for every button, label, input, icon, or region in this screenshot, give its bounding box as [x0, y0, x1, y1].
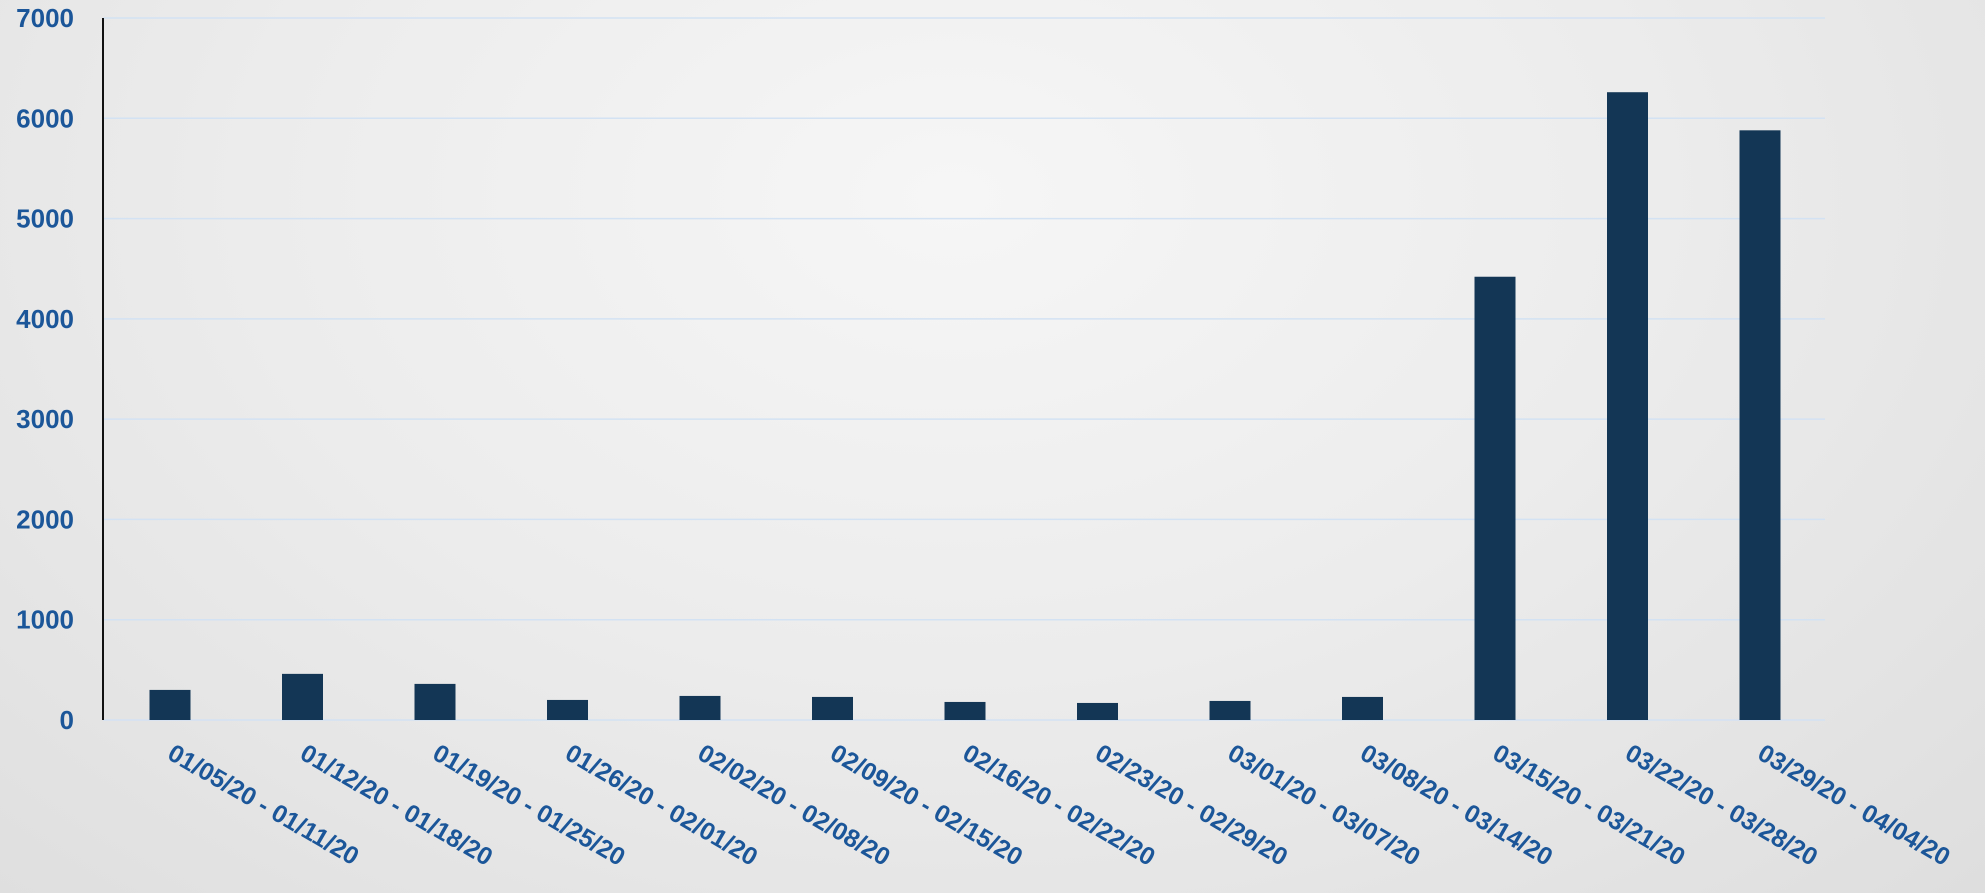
y-tick-label: 1000 [16, 605, 74, 635]
bar [1739, 130, 1781, 720]
bar [1077, 702, 1118, 720]
y-tick-label: 3000 [16, 404, 74, 434]
bar [1474, 276, 1516, 720]
bar [1342, 696, 1383, 720]
y-tick-label: 4000 [16, 304, 74, 334]
bar [944, 701, 986, 720]
y-tick-label: 2000 [16, 504, 74, 534]
y-tick-label: 7000 [16, 3, 74, 33]
y-tick-label: 5000 [16, 204, 74, 234]
y-axis-tick-labels: 0 1000 2000 3000 4000 5000 6000 7000 [16, 3, 74, 735]
bar [679, 695, 721, 720]
bar [282, 673, 323, 720]
bar [812, 696, 853, 720]
bar [547, 699, 588, 720]
y-tick-label: 6000 [16, 103, 74, 133]
bar [149, 689, 191, 720]
bar [1607, 92, 1648, 720]
bars [149, 92, 1781, 720]
bar [1209, 700, 1251, 720]
y-tick-label: 0 [60, 705, 74, 735]
bar [414, 683, 456, 720]
gridlines [103, 17, 1825, 721]
